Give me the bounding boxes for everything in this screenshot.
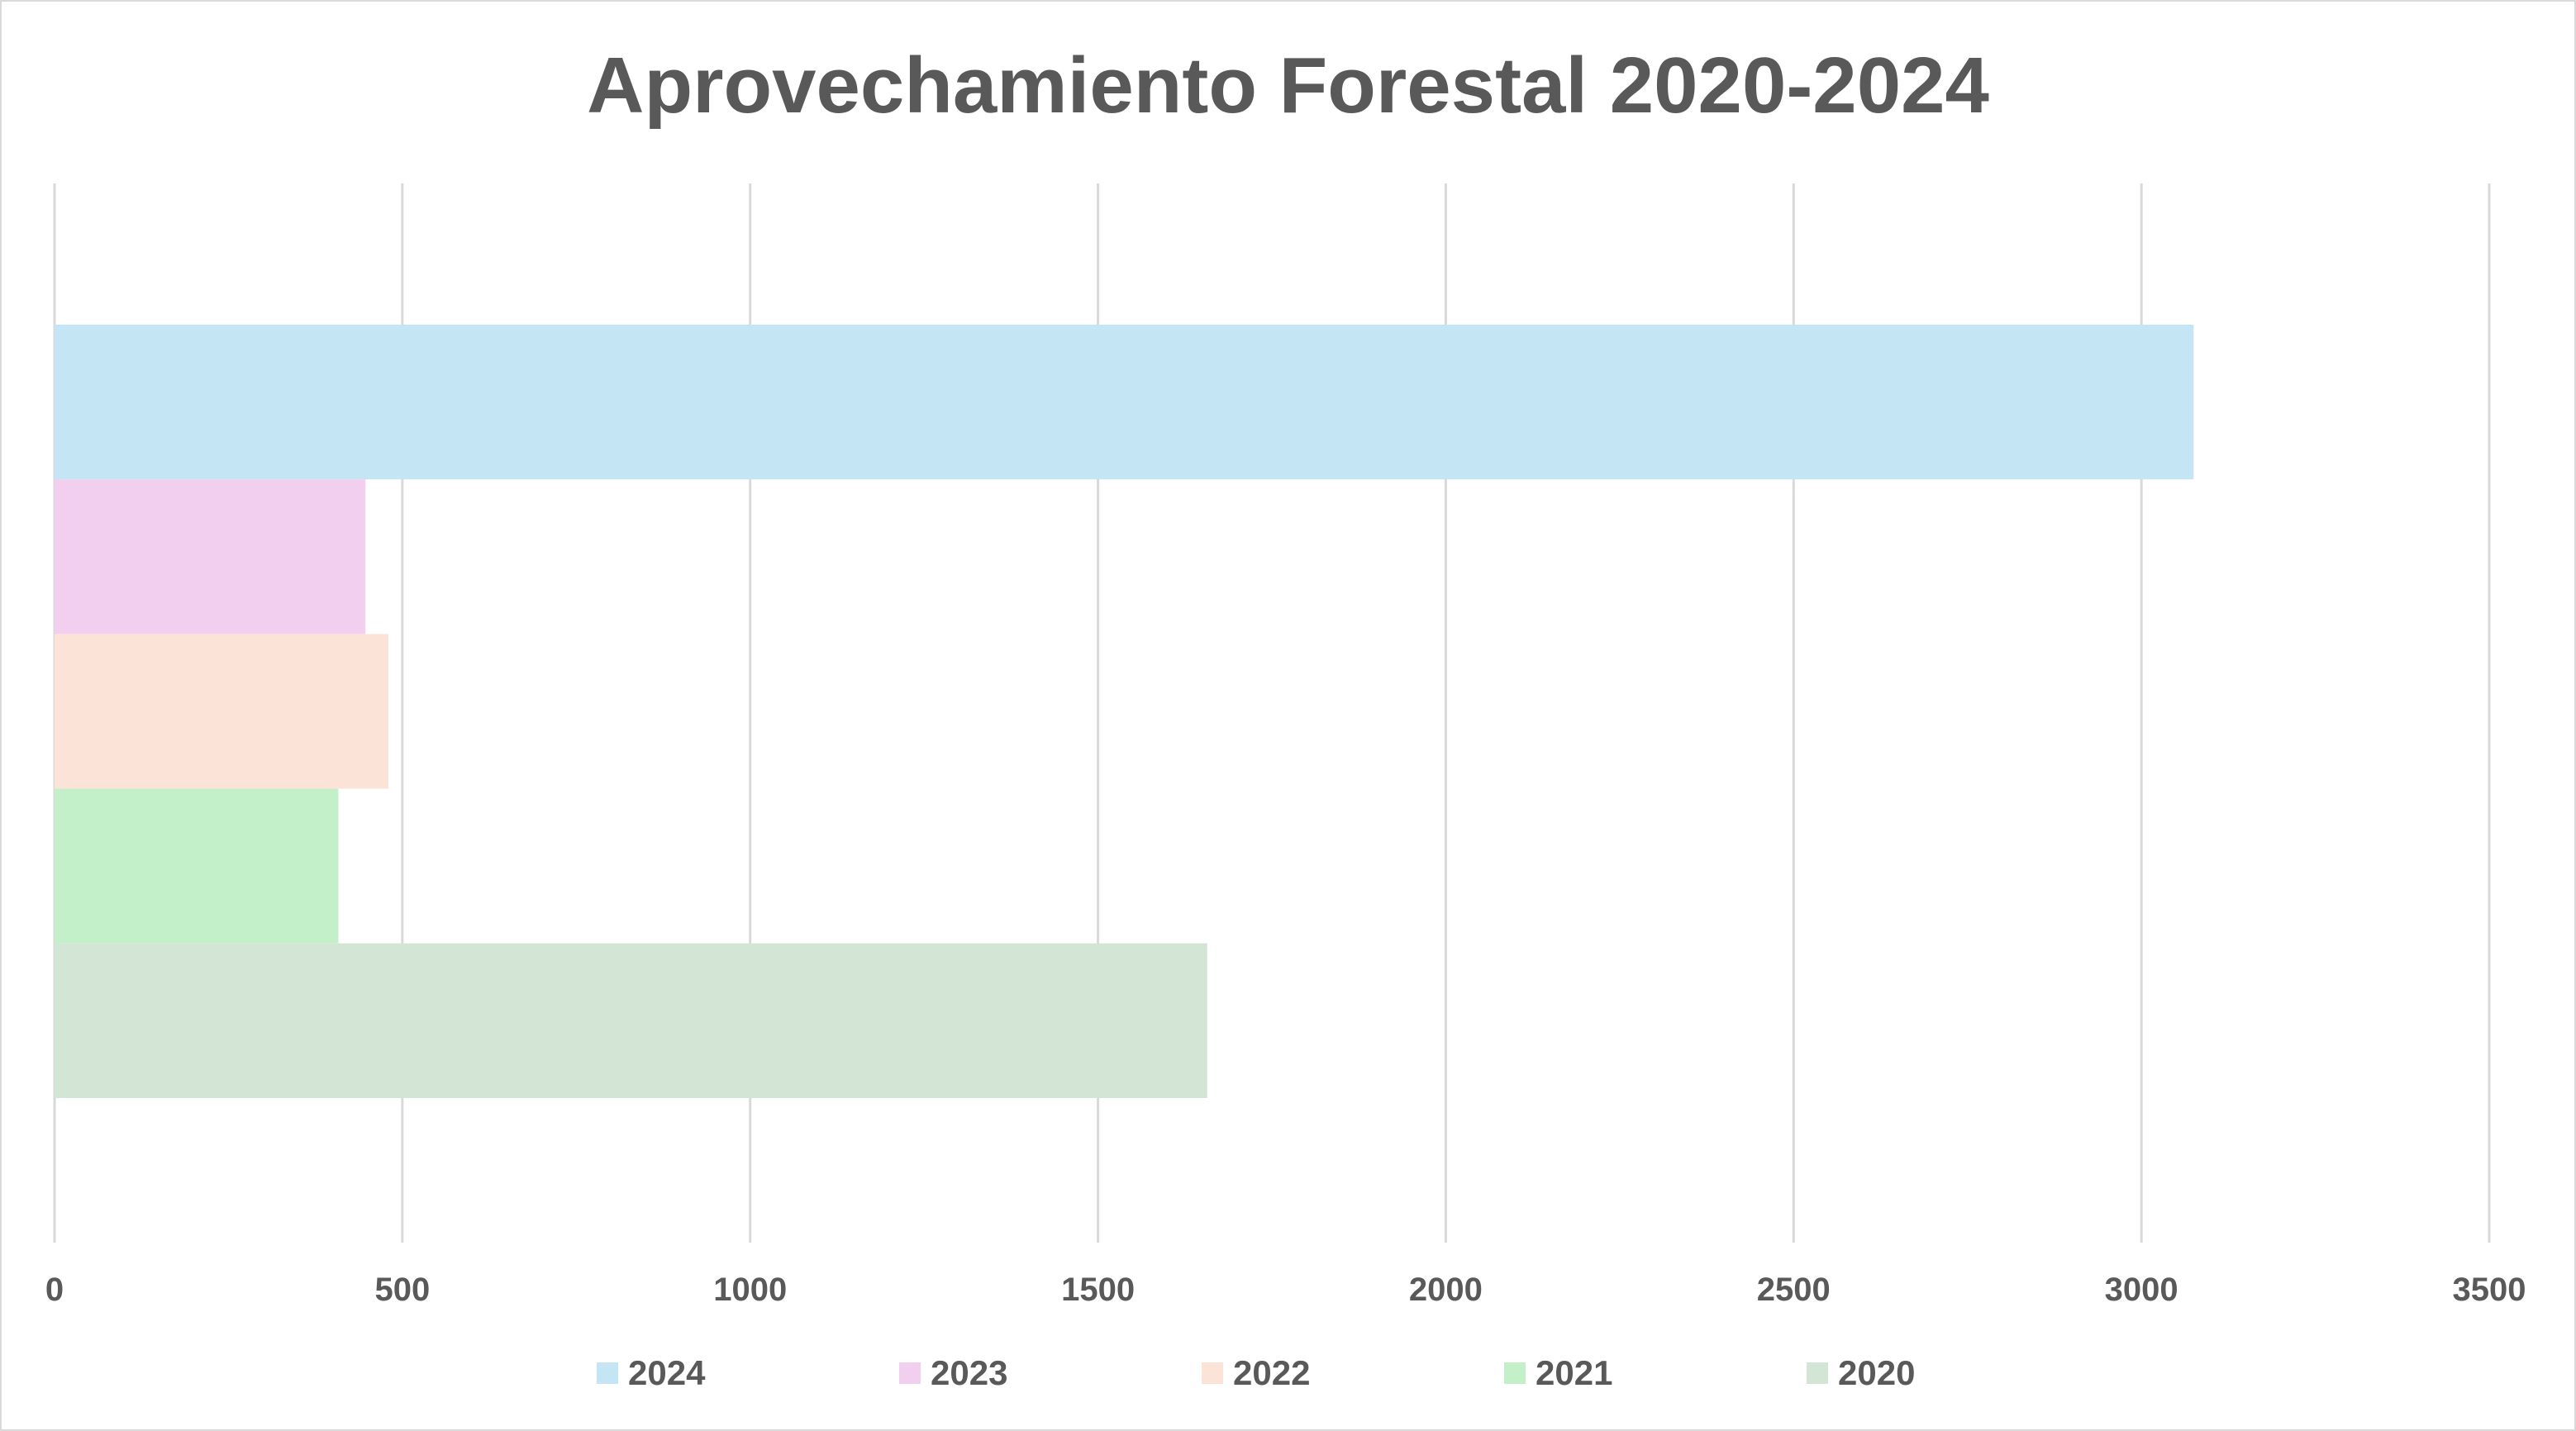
bar-2020: [55, 943, 1207, 1098]
x-tick-label-1000: 1000: [713, 1272, 787, 1308]
chart-legend: 2024 2023 2022 2021 2020: [0, 1348, 2576, 1398]
legend-label-2023: 2023: [931, 1353, 1008, 1392]
legend-item-2022: 2022: [1202, 1348, 1310, 1398]
x-tick-label-1500: 1500: [1061, 1272, 1135, 1308]
legend-item-2021: 2021: [1504, 1348, 1612, 1398]
x-tick-label-500: 500: [374, 1272, 430, 1308]
legend-label-2024: 2024: [628, 1353, 706, 1392]
legend-swatch-2022: [1202, 1362, 1223, 1384]
bar-2022: [55, 634, 389, 789]
x-tick-label-3000: 3000: [2105, 1272, 2178, 1308]
legend-swatch-2020: [1807, 1362, 1828, 1384]
legend-swatch-2024: [597, 1362, 618, 1384]
bar-2021: [55, 788, 339, 944]
x-tick-label-3500: 3500: [2453, 1272, 2526, 1308]
x-tick-label-0: 0: [45, 1272, 64, 1308]
legend-item-2020: 2020: [1807, 1348, 1915, 1398]
legend-swatch-2023: [899, 1362, 921, 1384]
legend-label-2020: 2020: [1838, 1353, 1916, 1392]
bar-2024: [55, 325, 2194, 480]
legend-swatch-2021: [1504, 1362, 1526, 1384]
x-tick-label-2500: 2500: [1757, 1272, 1831, 1308]
chart-title: Aprovechamiento Forestal 2020-2024: [587, 41, 1989, 130]
x-tick-label-2000: 2000: [1409, 1272, 1483, 1308]
legend-label-2022: 2022: [1233, 1353, 1311, 1392]
legend-label-2021: 2021: [1536, 1353, 1613, 1392]
bar-2023: [55, 479, 366, 635]
legend-item-2024: 2024: [597, 1348, 705, 1398]
legend-item-2023: 2023: [899, 1348, 1007, 1398]
